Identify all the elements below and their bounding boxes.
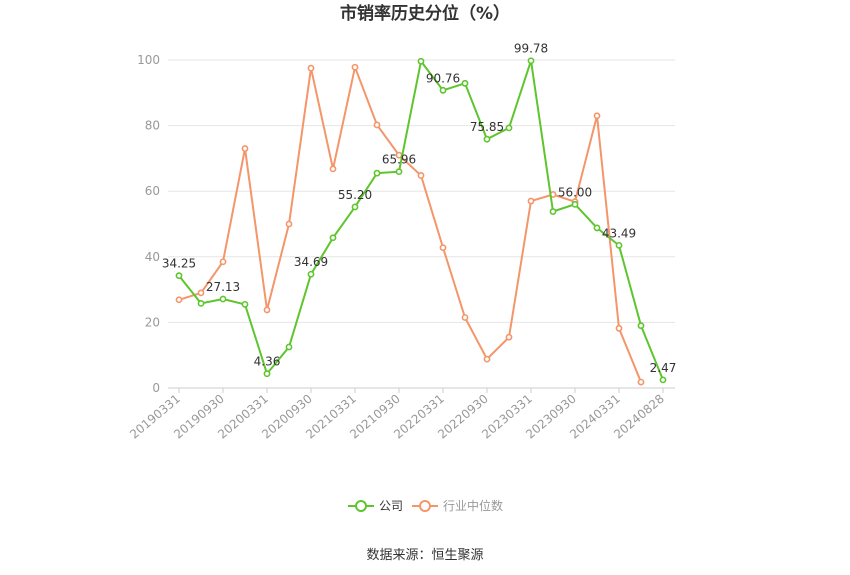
point-s1-20190930 [219, 258, 227, 266]
point-s0-20210630 [373, 169, 381, 177]
point-s1-20220331 [439, 244, 447, 252]
point-s0-20240828 [659, 376, 667, 384]
y-tick-label-20: 20 [145, 315, 160, 329]
point-s1-20220930 [483, 355, 491, 363]
data-label-20230331: 99.78 [514, 42, 548, 56]
data-label-20240828: 2.47 [650, 361, 677, 375]
point-s0-20230930 [571, 200, 579, 208]
data-label-20240331: 43.49 [602, 226, 636, 240]
legend-item-industry[interactable]: 行业中位数 [412, 498, 503, 513]
point-s0-20201231 [329, 234, 337, 242]
point-s0-20220630 [461, 79, 469, 87]
y-tick-label-60: 60 [145, 184, 160, 198]
data-label-20190930: 27.13 [206, 280, 240, 294]
y-tick-label-40: 40 [145, 250, 160, 264]
axes: 0204060801002019033120190930202003312020… [127, 53, 675, 442]
point-s0-20191231 [241, 300, 249, 308]
point-s0-20200331 [263, 370, 271, 378]
point-s1-20210630 [373, 121, 381, 129]
data-label-20220930: 75.85 [470, 120, 504, 134]
point-s0-20200630 [285, 343, 293, 351]
point-s0-20210331 [351, 203, 359, 211]
legend-company-marker [355, 500, 367, 512]
point-s1-20190630 [197, 289, 205, 297]
point-s1-20191231 [241, 145, 249, 152]
point-s0-20200930 [307, 270, 315, 278]
point-s1-20190331 [175, 296, 183, 304]
point-s1-20211231 [417, 172, 425, 179]
data-label-20220331: 90.76 [426, 71, 460, 85]
point-s1-20231231 [593, 112, 601, 120]
point-s1-20200630 [285, 220, 293, 228]
point-s1-20240630 [637, 378, 645, 386]
point-s1-20201231 [329, 165, 337, 173]
point-s0-20190331 [175, 272, 183, 280]
point-s1-20210331 [351, 63, 359, 71]
point-s0-20240630 [637, 322, 645, 330]
point-s0-20230630 [549, 208, 557, 215]
y-tick-label-100: 100 [137, 53, 160, 67]
point-s0-20220930 [483, 135, 491, 143]
legend-industry-label: 行业中位数 [443, 498, 503, 513]
point-s0-20211231 [417, 57, 425, 65]
point-s1-20221231 [505, 333, 513, 341]
point-s1-20230331 [527, 197, 535, 205]
point-s0-20230331 [527, 57, 535, 65]
data-label-20210930: 65.96 [382, 153, 416, 167]
data-labels: 34.25 27.13 4.36 34.69 55.20 65.96 90.76 75.85 9… [162, 42, 677, 375]
data-label-20200930: 34.69 [294, 255, 328, 269]
series [175, 57, 667, 386]
data-label-20230930: 56.00 [558, 185, 592, 199]
point-s1-20240331 [615, 324, 623, 332]
y-tick-label-0: 0 [152, 381, 160, 395]
data-label-20200331: 4.36 [254, 355, 281, 369]
point-s1-20220630 [461, 314, 469, 321]
point-s1-20200930 [307, 64, 315, 72]
point-s0-20210930 [395, 168, 403, 176]
series-line-1 [178, 63, 642, 383]
chart-title: 市销率历史分位（%） [340, 3, 510, 24]
point-s0-20221231 [505, 124, 513, 132]
point-s0-20220331 [439, 86, 447, 94]
data-label-20210331: 55.20 [338, 188, 372, 202]
legend-industry-marker [419, 500, 431, 512]
point-s0-20190630 [197, 299, 205, 307]
point-s0-20231231 [593, 224, 601, 232]
series-line-0 [178, 58, 664, 381]
point-s1-20200331 [263, 306, 271, 314]
legend-company-label: 公司 [379, 499, 403, 513]
gridlines [168, 59, 675, 323]
y-tick-label-80: 80 [145, 119, 160, 133]
source-note: 数据来源：恒生聚源 [366, 548, 483, 563]
point-s0-20240331 [615, 241, 623, 249]
point-s0-20190930 [219, 295, 227, 303]
legend-item-company[interactable]: 公司 [348, 499, 403, 513]
legend[interactable]: 公司 行业中位数 [348, 498, 503, 513]
data-label-20190331: 34.25 [162, 257, 196, 271]
